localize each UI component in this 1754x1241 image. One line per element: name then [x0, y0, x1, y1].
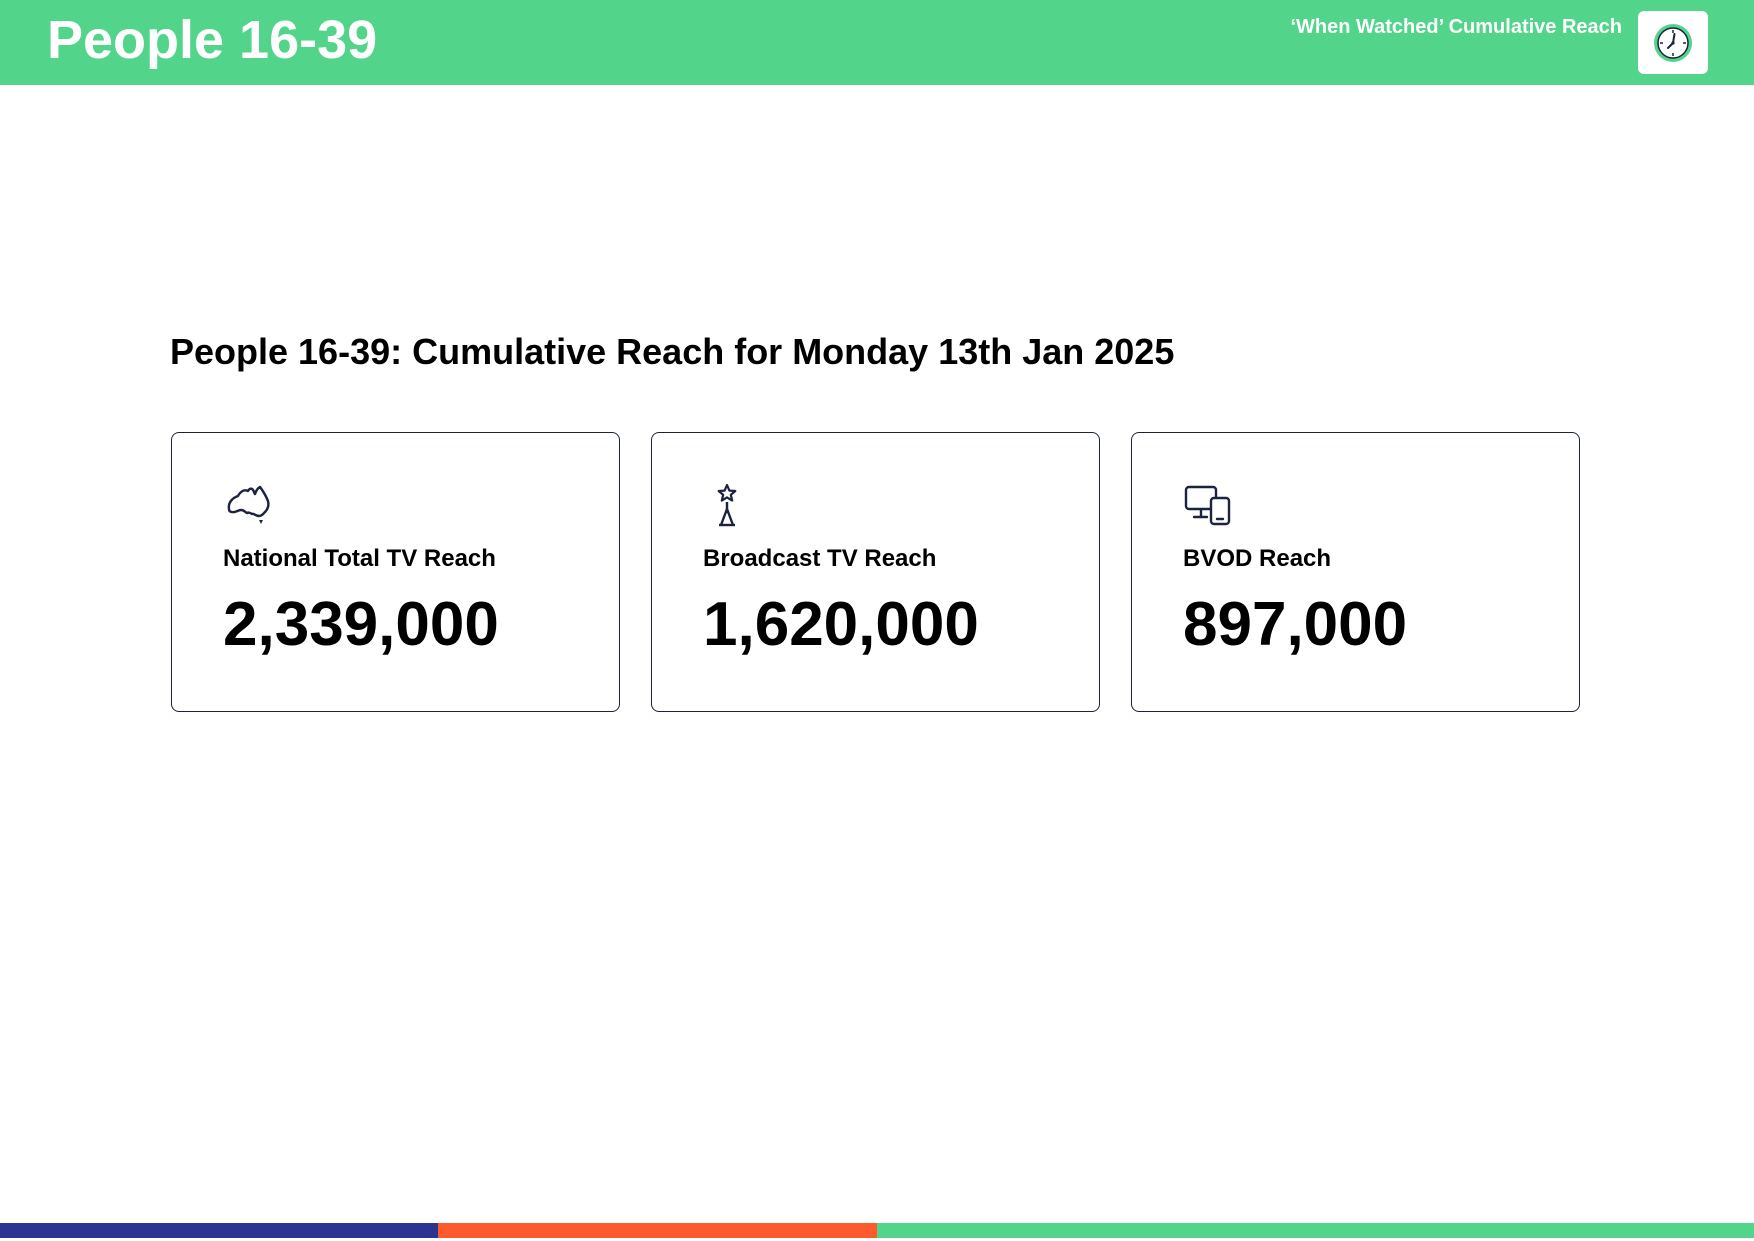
card-label: BVOD Reach [1183, 545, 1332, 572]
card-value: 2,339,000 [223, 590, 499, 659]
card-national-total-tv-reach: National Total TV Reach 2,339,000 [171, 432, 620, 712]
section-heading: People 16-39: Cumulative Reach for Monda… [170, 331, 1175, 372]
devices-icon [1184, 485, 1231, 526]
clock-badge [1638, 11, 1708, 74]
broadcast-tower-icon [717, 483, 737, 527]
card-broadcast-tv-reach: Broadcast TV Reach 1,620,000 [651, 432, 1100, 712]
card-bvod-reach: BVOD Reach 897,000 [1131, 432, 1580, 712]
australia-map-icon [227, 485, 270, 524]
report-subtitle: ‘When Watched’ Cumulative Reach [1290, 16, 1622, 38]
footer-stripe-navy [0, 1223, 438, 1238]
card-label: National Total TV Reach [223, 545, 496, 572]
card-value: 897,000 [1183, 590, 1408, 659]
page-title: People 16-39 [47, 10, 378, 70]
header-bar: People 16-39 ‘When Watched’ Cumulative R… [0, 0, 1754, 85]
card-value: 1,620,000 [703, 590, 979, 659]
card-label: Broadcast TV Reach [703, 545, 937, 572]
clock-icon [1654, 24, 1692, 62]
footer-stripe-green [877, 1223, 1754, 1238]
footer-stripe-orange [438, 1223, 877, 1238]
